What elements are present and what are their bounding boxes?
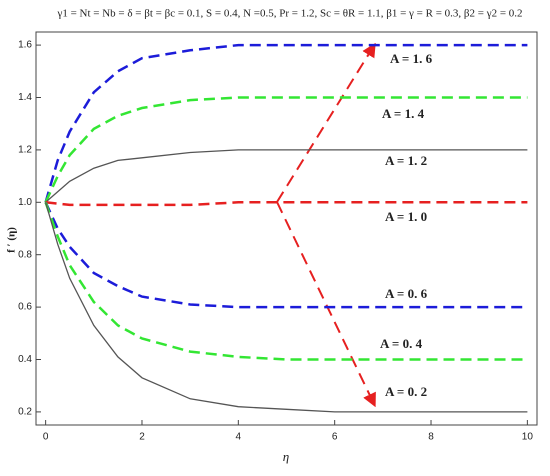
series-label: A = 1. 6 [390, 51, 433, 66]
y-tick-label: 0.8 [18, 249, 32, 260]
series-line [44, 202, 528, 413]
series-label: A = 0. 2 [385, 384, 427, 399]
x-tick-label: 10 [522, 432, 534, 443]
series-label: A = 1. 2 [385, 153, 427, 168]
y-tick-label: 1.4 [18, 92, 32, 103]
series-line [45, 149, 528, 203]
series-label: A = 1. 0 [385, 209, 427, 224]
x-tick-label: 6 [332, 432, 338, 443]
y-axis-label: f ′ (η) [6, 227, 18, 253]
plot-frame [35, 31, 538, 426]
chart-title: γ1 = Nt = Nb = δ = βt = βc = 0.1, S = 0.… [56, 8, 522, 20]
y-tick-label: 1.0 [18, 197, 32, 208]
y-tick-label: 1.6 [18, 40, 32, 51]
series-line [44, 43, 528, 203]
x-tick-label: 0 [43, 432, 49, 443]
series-label: A = 0. 4 [380, 336, 423, 351]
series-line [44, 201, 528, 309]
y-tick-label: 1.2 [18, 145, 32, 156]
x-tick-label: 2 [139, 432, 145, 443]
series-line [44, 201, 528, 361]
y-tick-label: 0.2 [18, 407, 32, 418]
y-tick-label: 0.4 [18, 354, 32, 365]
x-tick-label: 8 [428, 432, 434, 443]
series-line [44, 96, 528, 203]
series-line [45, 201, 528, 207]
series-label: A = 0. 6 [385, 286, 428, 301]
x-tick-label: 4 [236, 432, 242, 443]
arrows [276, 42, 376, 408]
series-label: A = 1. 4 [382, 106, 425, 121]
x-axis-label: η [283, 449, 289, 464]
y-tick-label: 0.6 [18, 302, 32, 313]
